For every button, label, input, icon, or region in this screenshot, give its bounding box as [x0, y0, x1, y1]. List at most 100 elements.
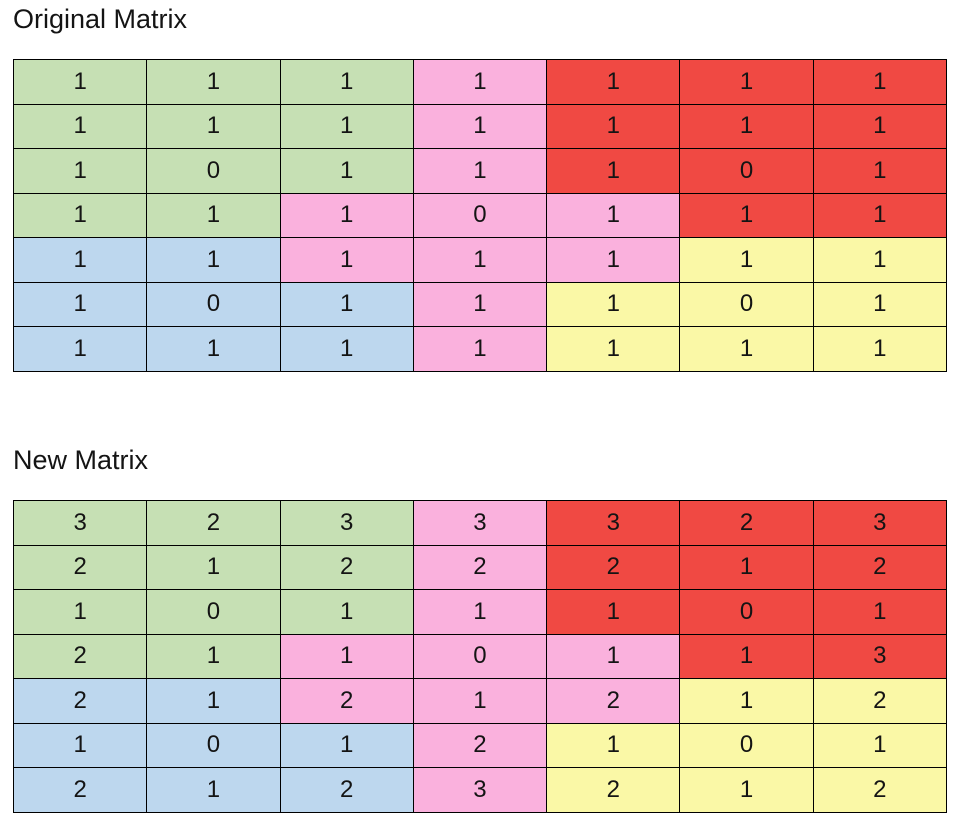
matrix-cell: 1 — [546, 237, 681, 283]
matrix-cell: 1 — [146, 103, 281, 149]
new-matrix-title: New Matrix — [13, 445, 149, 475]
matrix-cell: 1 — [546, 59, 681, 105]
matrix-cell: 1 — [812, 103, 948, 149]
matrix-cell: 2 — [279, 767, 414, 813]
matrix-cell: 2 — [812, 544, 948, 590]
matrix-cell: 1 — [546, 722, 681, 768]
matrix-cell: 1 — [12, 192, 148, 238]
matrix-cell: 2 — [12, 678, 148, 724]
matrix-cell: 1 — [279, 237, 414, 283]
matrix-cell: 1 — [679, 237, 814, 283]
matrix-cell: 1 — [412, 281, 548, 327]
matrix-cell: 2 — [679, 500, 814, 546]
matrix-cell: 1 — [412, 237, 548, 283]
matrix-cell: 0 — [412, 192, 548, 238]
matrix-cell: 1 — [12, 326, 148, 372]
matrix-cell: 3 — [412, 500, 548, 546]
matrix-cell: 3 — [812, 500, 948, 546]
matrix-cell: 2 — [546, 767, 681, 813]
matrix-cell: 1 — [679, 633, 814, 679]
matrix-cell: 1 — [812, 281, 948, 327]
matrix-cell: 1 — [679, 192, 814, 238]
matrix-cell: 3 — [412, 767, 548, 813]
matrix-cell: 1 — [146, 678, 281, 724]
matrix-cell: 1 — [279, 326, 414, 372]
matrix-cell: 1 — [279, 633, 414, 679]
matrix-cell: 0 — [146, 722, 281, 768]
matrix-cell: 2 — [12, 633, 148, 679]
matrix-cell: 1 — [12, 59, 148, 105]
matrix-cell: 1 — [279, 103, 414, 149]
matrix-cell: 1 — [679, 678, 814, 724]
matrix-cell: 1 — [812, 722, 948, 768]
matrix-cell: 1 — [679, 544, 814, 590]
matrix-cell: 1 — [546, 148, 681, 194]
matrix-cell: 1 — [12, 722, 148, 768]
matrix-cell: 1 — [279, 148, 414, 194]
matrix-cell: 2 — [546, 544, 681, 590]
matrix-cell: 0 — [146, 148, 281, 194]
matrix-cell: 3 — [546, 500, 681, 546]
matrix-cell: 1 — [812, 148, 948, 194]
matrix-cell: 1 — [12, 103, 148, 149]
matrix-cell: 1 — [279, 722, 414, 768]
matrix-cell: 1 — [146, 192, 281, 238]
matrix-cell: 0 — [679, 589, 814, 635]
matrix-cell: 1 — [812, 326, 948, 372]
matrix-cell: 3 — [12, 500, 148, 546]
matrix-cell: 1 — [812, 59, 948, 105]
matrix-cell: 1 — [412, 103, 548, 149]
matrix-cell: 1 — [279, 589, 414, 635]
matrix-cell: 1 — [12, 281, 148, 327]
matrix-cell: 1 — [546, 103, 681, 149]
matrix-cell: 1 — [146, 633, 281, 679]
matrix-cell: 2 — [812, 767, 948, 813]
matrix-cell: 1 — [279, 192, 414, 238]
matrix-cell: 0 — [412, 633, 548, 679]
matrix-cell: 1 — [146, 544, 281, 590]
matrix-cell: 1 — [546, 326, 681, 372]
matrix-cell: 1 — [12, 589, 148, 635]
original-matrix-title: Original Matrix — [13, 4, 188, 34]
matrix-cell: 1 — [546, 192, 681, 238]
matrix-cell: 1 — [12, 237, 148, 283]
matrix-cell: 2 — [812, 678, 948, 724]
matrix-cell: 1 — [679, 103, 814, 149]
matrix-cell: 1 — [812, 192, 948, 238]
matrix-cell: 1 — [812, 237, 948, 283]
matrix-cell: 1 — [412, 326, 548, 372]
matrix-cell: 2 — [279, 678, 414, 724]
matrix-cell: 1 — [412, 678, 548, 724]
matrix-cell: 1 — [412, 148, 548, 194]
matrix-cell: 1 — [812, 589, 948, 635]
matrix-cell: 1 — [679, 59, 814, 105]
matrix-cell: 1 — [546, 633, 681, 679]
matrix-cell: 1 — [279, 59, 414, 105]
matrix-cell: 2 — [279, 544, 414, 590]
matrix-cell: 3 — [812, 633, 948, 679]
matrix-cell: 1 — [546, 589, 681, 635]
matrix-cell: 1 — [412, 59, 548, 105]
matrix-cell: 0 — [679, 281, 814, 327]
matrix-cell: 2 — [12, 767, 148, 813]
matrix-cell: 1 — [279, 281, 414, 327]
matrix-cell: 1 — [679, 767, 814, 813]
matrix-cell: 1 — [146, 326, 281, 372]
matrix-cell: 2 — [146, 500, 281, 546]
